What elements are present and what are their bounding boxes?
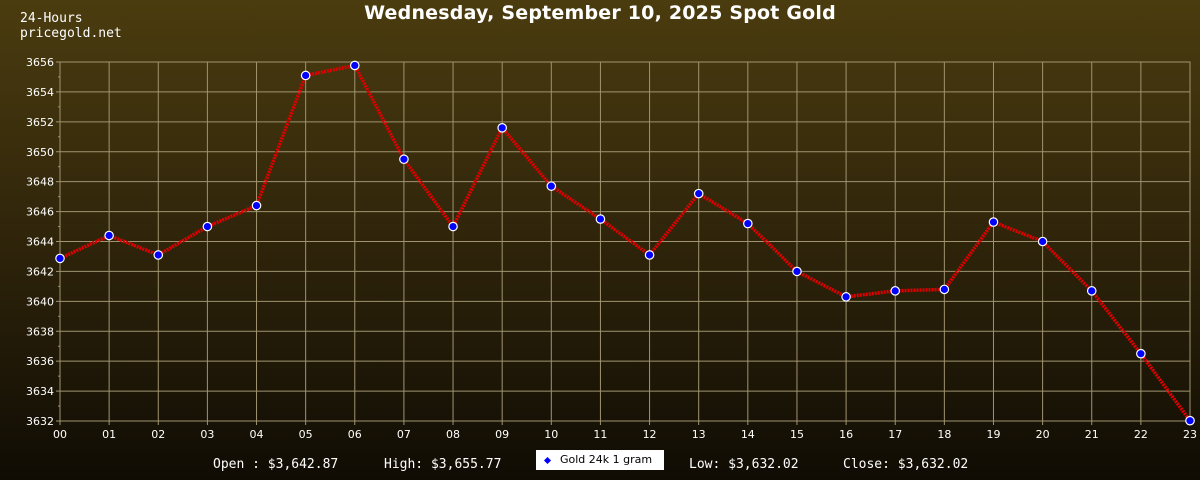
data-point: [841, 292, 851, 302]
chart-title: Wednesday, September 10, 2025 Spot Gold: [364, 2, 836, 24]
data-point: [644, 250, 655, 260]
x-tick-label: 17: [888, 428, 902, 441]
x-tick-label: 03: [200, 428, 214, 441]
data-point: [202, 221, 213, 232]
x-tick-label: 11: [593, 428, 607, 441]
data-point: [1185, 415, 1195, 426]
x-tick-label: 15: [790, 428, 804, 441]
data-point: [300, 70, 311, 81]
data-point: [890, 286, 901, 296]
data-point: [497, 123, 507, 133]
series-line: [59, 63, 1192, 422]
data-point: [1086, 286, 1097, 296]
y-tick-label: 3648: [26, 176, 54, 189]
x-tick-label: 05: [299, 428, 313, 441]
stat-low: Low: $3,632.02: [689, 457, 799, 472]
x-tick-label: 14: [741, 428, 755, 441]
grid: [59, 61, 1191, 422]
x-tick-label: 10: [544, 428, 558, 441]
x-tick-label: 00: [53, 428, 67, 441]
data-point: [595, 214, 606, 224]
x-tick-label: 20: [1036, 428, 1050, 441]
data-point: [546, 181, 557, 191]
x-tick-label: 09: [495, 428, 509, 441]
series-gold: [55, 60, 1195, 426]
x-tick-label: 02: [151, 428, 165, 441]
y-tick-label: 3640: [26, 295, 54, 308]
legend-diamond-icon: [543, 456, 552, 465]
x-tick-label: 22: [1134, 428, 1148, 441]
y-tick-label: 3654: [26, 86, 54, 99]
x-tick-label: 13: [692, 428, 706, 441]
x-tick-label: 07: [397, 428, 411, 441]
x-tick-label: 08: [446, 428, 460, 441]
brand-label: 24-Hours pricegold.net: [20, 11, 122, 41]
y-tick-label: 3642: [26, 265, 54, 278]
data-point: [939, 284, 950, 295]
x-tick-label: 19: [986, 428, 1000, 441]
data-point: [153, 250, 164, 260]
y-tick-label: 3650: [26, 146, 54, 159]
data-point: [1037, 236, 1048, 247]
y-tick-label: 3646: [26, 206, 54, 219]
x-tick-label: 21: [1085, 428, 1099, 441]
y-tick-label: 3632: [26, 415, 54, 428]
legend-label: Gold 24k 1 gram: [560, 453, 653, 466]
data-point: [448, 221, 458, 232]
brand-line-1: 24-Hours: [20, 11, 83, 26]
y-tick-label: 3634: [26, 385, 54, 398]
data-point: [251, 200, 262, 211]
legend: Gold 24k 1 gram: [536, 450, 664, 470]
y-tick-label: 3644: [26, 236, 54, 249]
y-tick-label: 3636: [26, 355, 54, 368]
data-point: [55, 253, 65, 264]
axes: 00 01 02 03 04 05 06 07 08 09 10 11 12 13 14 15 16 17 18 19…: [26, 56, 1197, 441]
x-tick-label: 01: [102, 428, 116, 441]
data-point: [399, 154, 409, 165]
x-tick-label: 12: [643, 428, 657, 441]
y-tick-label: 3656: [26, 56, 54, 69]
brand-line-2: pricegold.net: [20, 26, 122, 41]
y-tick-label: 3638: [26, 325, 54, 338]
data-point: [104, 230, 114, 241]
data-point: [349, 60, 360, 71]
data-point: [693, 188, 704, 199]
x-tick-label: 06: [348, 428, 362, 441]
x-tick-label: 23: [1183, 428, 1197, 441]
data-point: [743, 218, 753, 229]
x-tick-label: 04: [250, 428, 264, 441]
stat-close: Close: $3,632.02: [843, 457, 969, 472]
data-point: [988, 217, 999, 227]
stat-high: High: $3,655.77: [384, 457, 502, 472]
data-point: [792, 266, 802, 277]
data-point: [1136, 348, 1146, 359]
y-tick-label: 3652: [26, 116, 54, 129]
stat-open: Open : $3,642.87: [213, 457, 339, 472]
x-tick-label: 16: [839, 428, 853, 441]
x-tick-label: 18: [937, 428, 951, 441]
